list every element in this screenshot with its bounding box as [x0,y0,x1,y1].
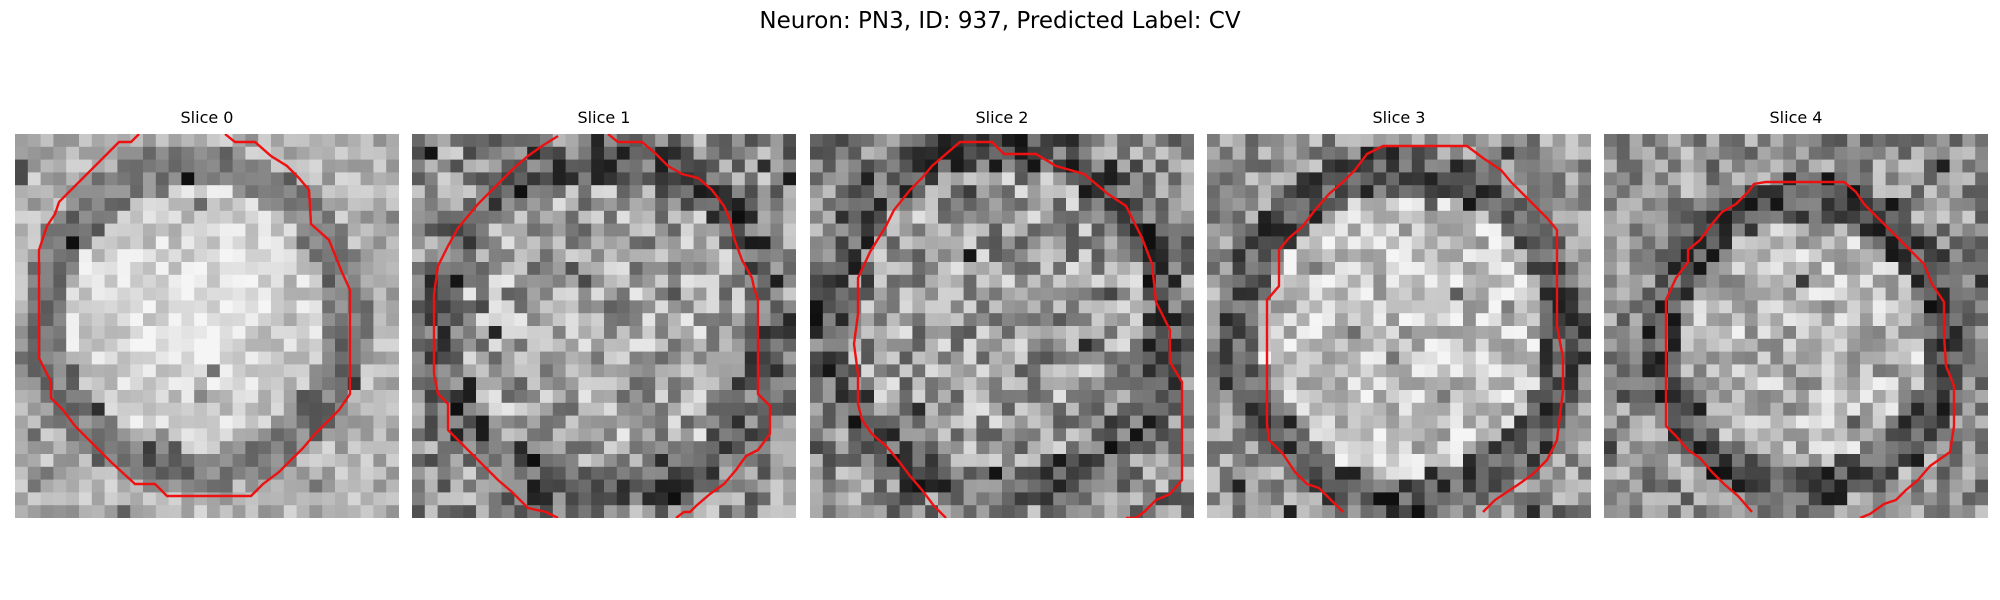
roi-outline-4 [1664,180,1956,518]
pixel-grid-1 [412,134,796,518]
slice-title-1: Slice 1 [577,108,631,127]
slice-title-4: Slice 4 [1769,108,1823,127]
roi-outline-1b [607,134,772,518]
roi-outline-0 [37,134,352,498]
figure-title: Neuron: PN3, ID: 937, Predicted Label: C… [759,8,1241,34]
slice-title-3: Slice 3 [1372,108,1426,127]
pixel-grid-4 [1604,134,1988,518]
slice-title-2: Slice 2 [975,108,1029,127]
slice-image-4 [1604,134,1988,518]
pixel-grid-3 [1207,134,1591,518]
slice-image-0 [15,134,399,518]
pixel-grid-0 [15,134,399,518]
pixel-grid-2 [810,134,1194,518]
slice-image-3 [1207,134,1591,518]
roi-outline-3 [1265,144,1565,513]
roi-outline-1a [432,134,559,518]
roi-outline-2 [852,140,1184,518]
slice-image-1 [412,134,796,518]
slice-title-0: Slice 0 [180,108,234,127]
slice-image-2 [810,134,1194,518]
